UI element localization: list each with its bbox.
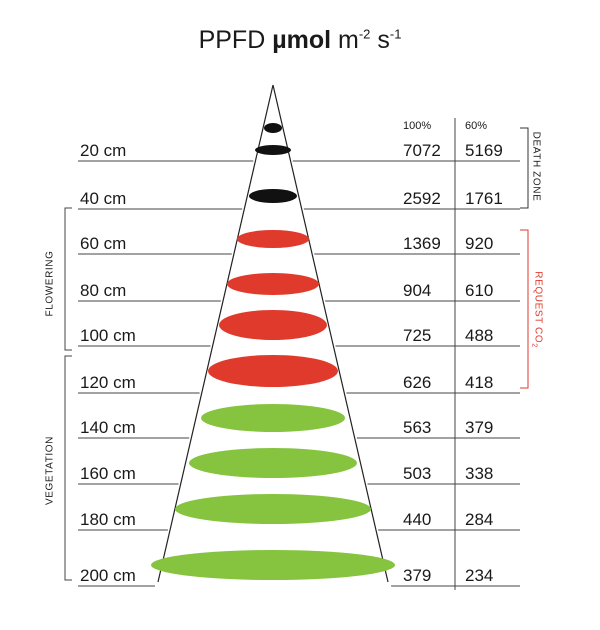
ppfd-60-value: 1761 [465,189,503,208]
ppfd-100-value: 7072 [403,141,441,160]
light-spot [208,355,338,387]
ppfd-60-value: 418 [465,373,494,392]
death-spot-top [264,123,282,133]
cone-right-edge [272,84,389,583]
light-spot [227,273,319,295]
ppfd-60-value: 488 [465,326,494,345]
ppfd-60-value: 610 [465,281,494,300]
column-header-100: 100% [403,120,432,132]
death-zone-bracket [520,127,529,209]
distance-label: 160 cm [80,464,136,483]
ppfd-100-value: 503 [403,464,432,483]
ppfd-100-value: 563 [403,418,432,437]
chart-title: PPFD µmol m-2 s-1 [198,26,402,54]
distance-label: 200 cm [80,566,136,585]
cone-left-edge [157,84,274,583]
distance-label: 40 cm [80,189,127,208]
zone-label-request-co2: REQUEST CO2 [530,271,544,348]
ppfd-60-value: 234 [465,566,494,585]
distance-label: 140 cm [80,418,136,437]
light-spot [255,145,291,155]
ppfd-100-value: 2592 [403,189,441,208]
zone-label-flowering: FLOWERING [44,250,56,317]
ppfd-100-value: 440 [403,510,432,529]
distance-label: 60 cm [80,234,127,253]
ppfd-60-value: 920 [465,234,494,253]
flowering-bracket [64,207,72,351]
ppfd-100-value: 725 [403,326,432,345]
zone-label-vegetation: VEGETATION [44,436,56,505]
ppfd-100-value: 904 [403,281,432,300]
light-spot [175,494,371,524]
light-spot [249,189,297,203]
ppfd-60-value: 338 [465,464,494,483]
zone-label-death: DEATH ZONE [530,131,542,202]
ppfd-60-value: 379 [465,418,494,437]
light-spot [237,230,309,248]
distance-label: 80 cm [80,281,127,300]
ppfd-100-value: 626 [403,373,432,392]
ppfd-100-value: 1369 [403,234,441,253]
request-co2-bracket [520,229,529,389]
ppfd-100-value: 379 [403,566,432,585]
distance-label: 180 cm [80,510,136,529]
distance-label: 100 cm [80,326,136,345]
distance-label: 120 cm [80,373,136,392]
light-spot [189,448,357,478]
column-header-60: 60% [465,120,488,132]
distance-label: 20 cm [80,141,127,160]
light-spot [219,310,327,340]
light-spot [151,550,395,580]
ppfd-60-value: 5169 [465,141,503,160]
ppfd-60-value: 284 [465,510,494,529]
light-spot [201,404,345,432]
vegetation-bracket [64,355,72,581]
